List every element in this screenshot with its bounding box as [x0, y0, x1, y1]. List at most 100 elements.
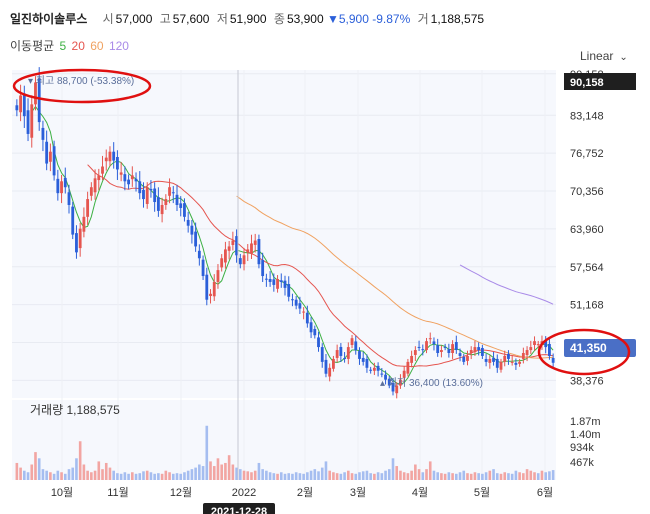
volume-bar	[313, 469, 317, 480]
volume-bar	[198, 464, 201, 480]
volume-bar	[183, 472, 186, 480]
candle-body	[298, 303, 302, 309]
x-tick-label: 10월	[51, 486, 73, 499]
volume-bar	[250, 472, 253, 480]
volume-bar	[119, 473, 123, 480]
volume-bar	[298, 473, 302, 480]
candle-body	[313, 328, 317, 336]
volume-bar	[15, 462, 19, 480]
volume-bar	[469, 473, 473, 480]
candle-body	[56, 178, 60, 194]
volume-bar	[365, 470, 369, 480]
high-value: 57,600	[172, 12, 210, 26]
volume-bar	[309, 470, 313, 480]
candle-body	[89, 187, 93, 196]
candle-body	[268, 278, 272, 282]
volume-bar	[447, 472, 451, 480]
volume-bar	[37, 458, 41, 480]
volume-bar	[529, 470, 533, 480]
volume-bar	[231, 464, 235, 480]
volume-bar	[60, 472, 63, 480]
candle-body	[436, 345, 440, 354]
volume-bar	[455, 473, 458, 480]
volume-bar	[350, 473, 354, 480]
volume-bar	[335, 473, 339, 480]
ma-20: 20	[71, 39, 85, 53]
candle-body	[417, 346, 421, 348]
volume-bar	[436, 472, 439, 480]
volume-bar	[451, 473, 454, 480]
volume-bar	[425, 469, 428, 480]
volume-bar	[302, 473, 305, 480]
candle-body	[235, 236, 239, 256]
candle-body	[52, 146, 56, 176]
volume-bar	[216, 458, 220, 480]
volume-bar	[123, 472, 127, 480]
candle-body	[41, 127, 45, 140]
volume-bar	[45, 470, 48, 480]
x-tick-label: 4월	[412, 486, 428, 499]
volume-bar	[242, 470, 246, 480]
candle-body	[439, 350, 443, 352]
volume-value: 1,188,575	[430, 12, 485, 26]
volume-bar	[175, 473, 179, 480]
volume-bar	[473, 472, 477, 480]
price-tick-label: 70,356	[570, 186, 604, 198]
volume-tick-label: 934k	[570, 442, 594, 454]
candle-body	[104, 157, 108, 162]
volume-bar	[75, 458, 78, 480]
close-label: 종	[273, 12, 285, 26]
candle-body	[171, 192, 175, 194]
volume-bar	[402, 472, 406, 480]
x-tick-label: 6월	[537, 486, 553, 499]
volume-bar	[41, 469, 45, 480]
volume-bar	[525, 469, 529, 480]
candle-body	[413, 350, 417, 355]
volume-bar	[536, 473, 540, 480]
volume-bar	[432, 470, 436, 480]
candle-body	[443, 346, 447, 348]
candle-body	[317, 337, 320, 348]
candle-body	[294, 299, 298, 306]
candle-body	[343, 357, 347, 359]
volume-bar	[503, 472, 507, 480]
candle-body	[145, 187, 149, 204]
candle-body	[533, 341, 536, 345]
high-highlight-circle	[12, 68, 152, 104]
ma-60: 60	[90, 39, 104, 53]
volume-bar	[495, 473, 499, 480]
candle-body	[86, 199, 90, 217]
volume-bar	[239, 469, 242, 480]
volume-bar	[492, 469, 495, 480]
open-label: 시	[102, 12, 114, 26]
ma-legend-label: 이동평균	[10, 39, 55, 53]
last-price-highlight-circle	[537, 328, 631, 376]
volume-bar	[391, 458, 395, 480]
volume-bar	[212, 466, 216, 480]
ma60-line	[236, 195, 554, 359]
candle-body	[190, 225, 194, 235]
volume-bar	[283, 473, 287, 480]
volume-bar	[428, 461, 432, 480]
price-tick-label: 51,168	[570, 300, 604, 312]
candle-body	[101, 166, 104, 174]
candle-body	[510, 361, 514, 363]
volume-bar	[458, 472, 462, 480]
candle-body	[250, 243, 253, 254]
ma-legend[interactable]: 이동평균 5 20 60 120	[10, 37, 131, 54]
candle-body	[108, 151, 112, 162]
volume-bar	[205, 425, 209, 480]
candle-body	[253, 240, 257, 245]
volume-bar	[317, 471, 320, 480]
volume-bar	[510, 473, 514, 480]
candle-body	[63, 177, 67, 188]
volume-bar	[145, 470, 149, 480]
scale-mode-dropdown[interactable]: Linear ⌄	[580, 49, 628, 63]
volume-label: 거	[417, 12, 429, 26]
candle-body	[421, 349, 425, 351]
change-value: ▼5,900 -9.87%	[327, 12, 411, 26]
candle-body	[257, 239, 261, 265]
candle-body	[551, 357, 555, 363]
volume-bar	[257, 462, 261, 480]
